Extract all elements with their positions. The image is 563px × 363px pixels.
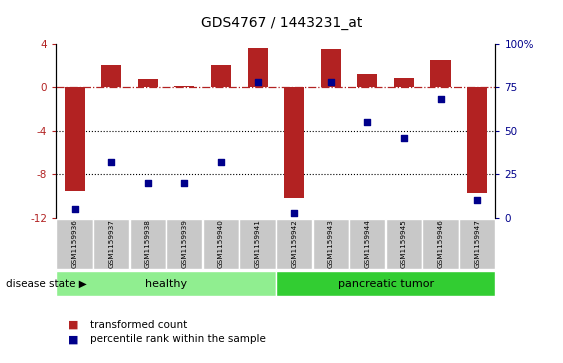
Point xyxy=(180,180,189,186)
Point xyxy=(472,197,481,203)
FancyBboxPatch shape xyxy=(459,219,495,269)
Text: GSM1159945: GSM1159945 xyxy=(401,219,407,268)
Point xyxy=(70,206,79,212)
Point xyxy=(253,79,262,85)
Bar xyxy=(431,60,450,87)
Bar xyxy=(321,49,341,87)
Point xyxy=(290,210,299,216)
FancyBboxPatch shape xyxy=(166,219,203,269)
Text: GSM1159937: GSM1159937 xyxy=(108,219,114,268)
Text: GSM1159944: GSM1159944 xyxy=(364,219,370,268)
Point xyxy=(107,159,116,165)
Bar xyxy=(138,79,158,87)
Text: GSM1159947: GSM1159947 xyxy=(474,219,480,268)
Bar xyxy=(248,48,267,87)
Bar xyxy=(101,65,121,87)
Bar xyxy=(394,78,414,87)
Point xyxy=(363,119,372,125)
FancyBboxPatch shape xyxy=(349,219,386,269)
FancyBboxPatch shape xyxy=(386,219,422,269)
FancyBboxPatch shape xyxy=(239,219,276,269)
Text: GSM1159942: GSM1159942 xyxy=(291,219,297,268)
FancyBboxPatch shape xyxy=(56,219,93,269)
Bar xyxy=(211,65,231,87)
Bar xyxy=(467,87,487,193)
Text: GSM1159940: GSM1159940 xyxy=(218,219,224,268)
FancyBboxPatch shape xyxy=(203,219,239,269)
Bar xyxy=(175,86,194,87)
FancyBboxPatch shape xyxy=(56,271,276,296)
FancyBboxPatch shape xyxy=(276,219,312,269)
Bar xyxy=(358,74,377,87)
FancyBboxPatch shape xyxy=(422,219,459,269)
FancyBboxPatch shape xyxy=(312,219,349,269)
Text: GSM1159938: GSM1159938 xyxy=(145,219,151,268)
Text: healthy: healthy xyxy=(145,278,187,289)
Text: GSM1159943: GSM1159943 xyxy=(328,219,334,268)
Bar xyxy=(284,87,304,198)
Text: percentile rank within the sample: percentile rank within the sample xyxy=(90,334,266,344)
Point xyxy=(436,97,445,102)
FancyBboxPatch shape xyxy=(129,219,166,269)
FancyBboxPatch shape xyxy=(93,219,129,269)
FancyBboxPatch shape xyxy=(276,271,495,296)
Point xyxy=(143,180,152,186)
Text: GSM1159946: GSM1159946 xyxy=(437,219,444,268)
Text: ■: ■ xyxy=(68,320,78,330)
Text: transformed count: transformed count xyxy=(90,320,187,330)
Text: GSM1159936: GSM1159936 xyxy=(72,219,78,268)
Point xyxy=(216,159,225,165)
Text: disease state ▶: disease state ▶ xyxy=(6,278,86,289)
Text: GDS4767 / 1443231_at: GDS4767 / 1443231_at xyxy=(201,16,362,30)
Text: GSM1159939: GSM1159939 xyxy=(181,219,187,268)
Text: pancreatic tumor: pancreatic tumor xyxy=(338,278,434,289)
Text: ■: ■ xyxy=(68,334,78,344)
Text: GSM1159941: GSM1159941 xyxy=(254,219,261,268)
Point xyxy=(326,79,335,85)
Bar xyxy=(65,87,84,191)
Point xyxy=(400,135,409,140)
